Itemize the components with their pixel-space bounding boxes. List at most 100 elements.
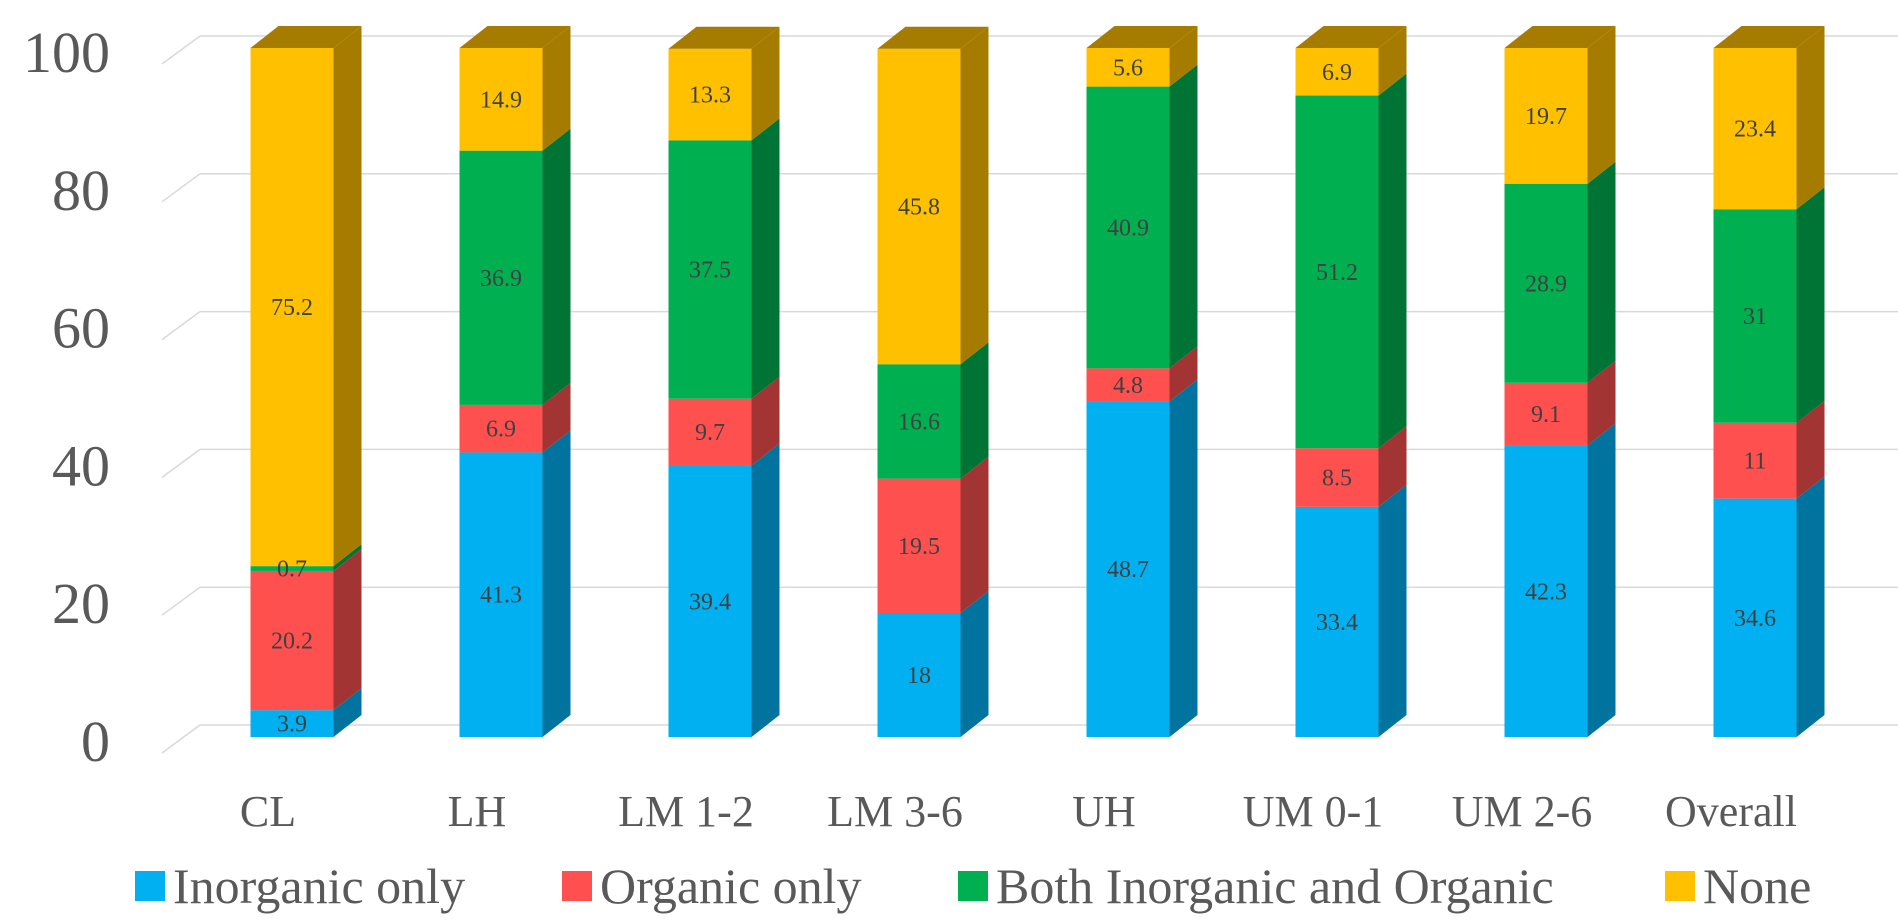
data-label: 45.8 [898,194,940,220]
data-label: 5.6 [1113,55,1143,81]
bar-front [1713,48,1797,210]
gridline-0 [161,724,1898,754]
bar-side [1378,426,1407,507]
bar-side [1378,73,1407,449]
bar-side [542,430,571,737]
bar-front [668,465,752,737]
data-label: 33.4 [1316,610,1358,636]
bar-segment [1713,26,1825,210]
legend-label-both: Both Inorganic and Organic [996,858,1554,914]
bar-front [1295,506,1379,737]
x-tick-label: UM 0-1 [1243,787,1384,836]
y-tick-label: 60 [52,296,110,361]
y-tick-label: 20 [52,571,110,636]
legend-item-organic-only: Organic only [562,856,862,916]
bar-segment [1504,360,1616,446]
bar-segment [459,382,571,453]
data-label: 37.5 [689,258,731,284]
bar-front [1295,48,1379,96]
bar-side [1587,423,1616,737]
y-axis-ticks: 0 20 40 60 80 100 [23,20,110,774]
bar-side [333,548,362,711]
bar-side [1796,400,1825,499]
bar-segment [1504,423,1616,737]
bar-segment [1086,64,1198,369]
y-tick-label: 80 [52,158,110,223]
bar-side [1587,26,1616,184]
bar-front [1713,422,1797,499]
bar-side [1587,161,1616,383]
bar-front [1086,86,1170,369]
data-label: 41.3 [480,583,522,609]
bar-segment [1713,476,1825,737]
x-tick-label: LH [448,787,507,836]
bar-side [1796,476,1825,737]
legend-item-both: Both Inorganic and Organic [958,856,1554,916]
y-tick-label: 100 [23,20,110,85]
data-label: 40.9 [1107,215,1149,241]
data-label: 3.9 [277,712,307,738]
bar-side [960,456,989,613]
data-label: 14.9 [480,87,522,113]
data-label: 75.2 [271,295,313,321]
chart-bars: 3.9 20.2 0.7 75.2 41.3 6.9 36.9 14.9 39.4 9.7 37.5… [250,26,1825,738]
x-tick-label: LM 1-2 [618,787,754,836]
bar-front [1086,48,1170,87]
bar-side [1796,187,1825,423]
bar-segment [668,443,780,737]
data-label: 9.1 [1531,402,1561,428]
bar-side [751,376,780,466]
gridline-80 [161,173,1898,203]
bar-top [250,26,362,48]
data-label: 8.5 [1322,466,1352,492]
x-tick-label: LM 3-6 [827,787,963,836]
bar-top [877,26,989,49]
data-label: 28.9 [1525,271,1567,297]
bar-segment [459,128,571,405]
legend-swatch-both [958,871,988,901]
bar-um-2-6: 42.3 9.1 28.9 19.7 [1504,26,1616,737]
bar-front [1504,183,1588,383]
bar-side [542,382,571,453]
data-label: 13.3 [689,83,731,109]
bar-front [1504,48,1588,184]
gridline-100 [161,35,1898,65]
data-label: 39.4 [689,589,731,615]
bar-front [877,612,961,737]
bar-side [1169,64,1198,369]
data-label: 11 [1743,449,1766,475]
data-label: 34.6 [1734,606,1776,632]
bar-segment [1713,187,1825,423]
legend-label-organic-only: Organic only [600,858,862,914]
data-label: 6.9 [486,417,516,443]
bar-segment [877,26,989,365]
bar-front [668,48,752,141]
bar-segment [1295,26,1407,96]
legend-item-none: None [1665,856,1811,916]
bar-front [459,452,543,737]
bar-segment [459,26,571,151]
data-label: 19.5 [898,534,940,560]
bar-segment [668,118,780,399]
bar-segment [1086,379,1198,737]
bar-segment [250,26,362,567]
legend-label-none: None [1703,858,1812,914]
bar-top [668,26,780,49]
bar-front [1504,382,1588,446]
data-label: 9.7 [695,420,725,446]
data-label: 42.3 [1525,579,1567,605]
legend-swatch-inorganic-only [135,871,165,901]
bar-um-0-1: 33.4 8.5 51.2 6.9 [1295,26,1407,737]
legend-swatch-organic-only [562,871,592,901]
bar-segment [250,688,362,737]
bar-segment [877,456,989,613]
bar-front [250,566,334,571]
bar-segment [877,342,989,479]
bar-side [960,590,989,737]
data-label: 16.6 [898,409,940,435]
bar-side [751,26,780,141]
bar-front [1086,368,1170,402]
bar-front [668,398,752,466]
bar-segment [1295,73,1407,449]
